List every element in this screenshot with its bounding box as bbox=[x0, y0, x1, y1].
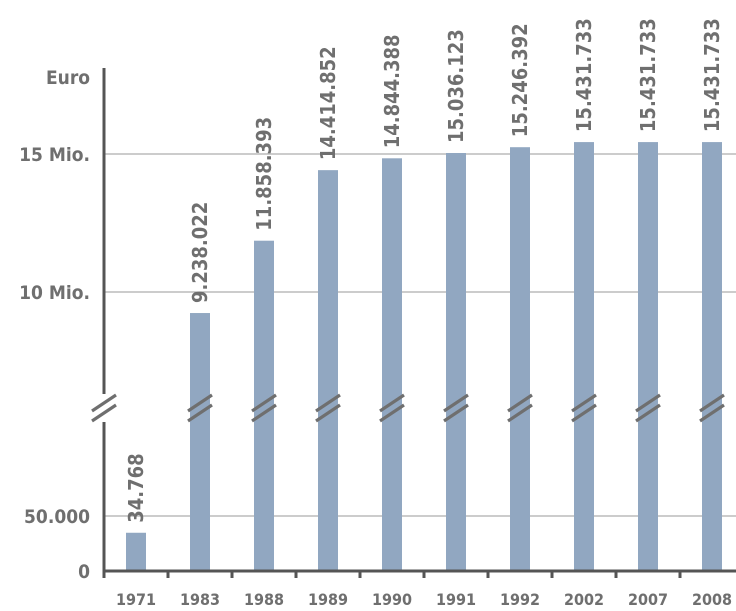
y-tick-label: 50.000 bbox=[24, 506, 90, 528]
x-tick-label: 2007 bbox=[628, 590, 668, 609]
bar-break-mark bbox=[379, 393, 405, 423]
axis-break-marks bbox=[91, 393, 725, 423]
data-label: 14.844.388 bbox=[380, 34, 404, 148]
bar-break-mark bbox=[315, 393, 341, 423]
axes bbox=[102, 68, 736, 578]
data-label: 34.768 bbox=[124, 453, 148, 522]
bar bbox=[446, 153, 466, 572]
y-axis-break-mark bbox=[91, 393, 117, 423]
bar-break-mark bbox=[507, 393, 533, 423]
x-tick-label: 1992 bbox=[500, 590, 540, 609]
x-tick-label: 1988 bbox=[244, 590, 284, 609]
bar bbox=[510, 147, 530, 571]
y-tick-labels: 0 50.000 10 Mio. 15 Mio. bbox=[19, 144, 90, 583]
x-tick-label: 1991 bbox=[436, 590, 476, 609]
data-label: 9.238.022 bbox=[188, 202, 212, 303]
bar bbox=[638, 142, 658, 571]
x-tick-label: 2008 bbox=[692, 590, 732, 609]
x-tick-label: 1989 bbox=[308, 590, 348, 609]
bar bbox=[702, 142, 722, 571]
data-label: 11.858.393 bbox=[252, 117, 276, 231]
data-label: 14.414.852 bbox=[316, 46, 340, 160]
data-label: 15.246.392 bbox=[508, 23, 532, 137]
x-tick-label: 2002 bbox=[564, 590, 604, 609]
bar-break-mark bbox=[187, 393, 213, 423]
bar-break-mark bbox=[635, 393, 661, 423]
data-label: 15.431.733 bbox=[636, 18, 660, 132]
data-label: 15.431.733 bbox=[700, 18, 724, 132]
y-axis-title: Euro bbox=[46, 67, 90, 89]
y-tick-label: 15 Mio. bbox=[19, 144, 90, 166]
y-tick-label: 0 bbox=[78, 561, 90, 583]
x-tick-label: 1990 bbox=[372, 590, 412, 609]
x-tick-label: 1971 bbox=[116, 590, 156, 609]
x-tick-label: 1983 bbox=[180, 590, 220, 609]
bar-break-mark bbox=[571, 393, 597, 423]
y-tick-label: 10 Mio. bbox=[19, 282, 90, 304]
bar-break-mark bbox=[699, 393, 725, 423]
x-tick-labels: 1971 1983 1988 1989 1990 1991 1992 2002 2007 2008 bbox=[116, 590, 732, 609]
data-labels: 34.768 9.238.022 11.858.393 14.414.852 14.84… bbox=[124, 18, 724, 522]
bar bbox=[574, 142, 594, 571]
bars bbox=[126, 142, 722, 572]
bar-break-mark bbox=[251, 393, 277, 423]
data-label: 15.431.733 bbox=[572, 18, 596, 132]
bar bbox=[318, 170, 338, 571]
data-label: 15.036.123 bbox=[444, 29, 468, 143]
bar bbox=[382, 158, 402, 571]
bar bbox=[126, 532, 146, 571]
bar bbox=[190, 313, 210, 571]
bar bbox=[254, 240, 274, 571]
bar-break-mark bbox=[443, 393, 469, 423]
